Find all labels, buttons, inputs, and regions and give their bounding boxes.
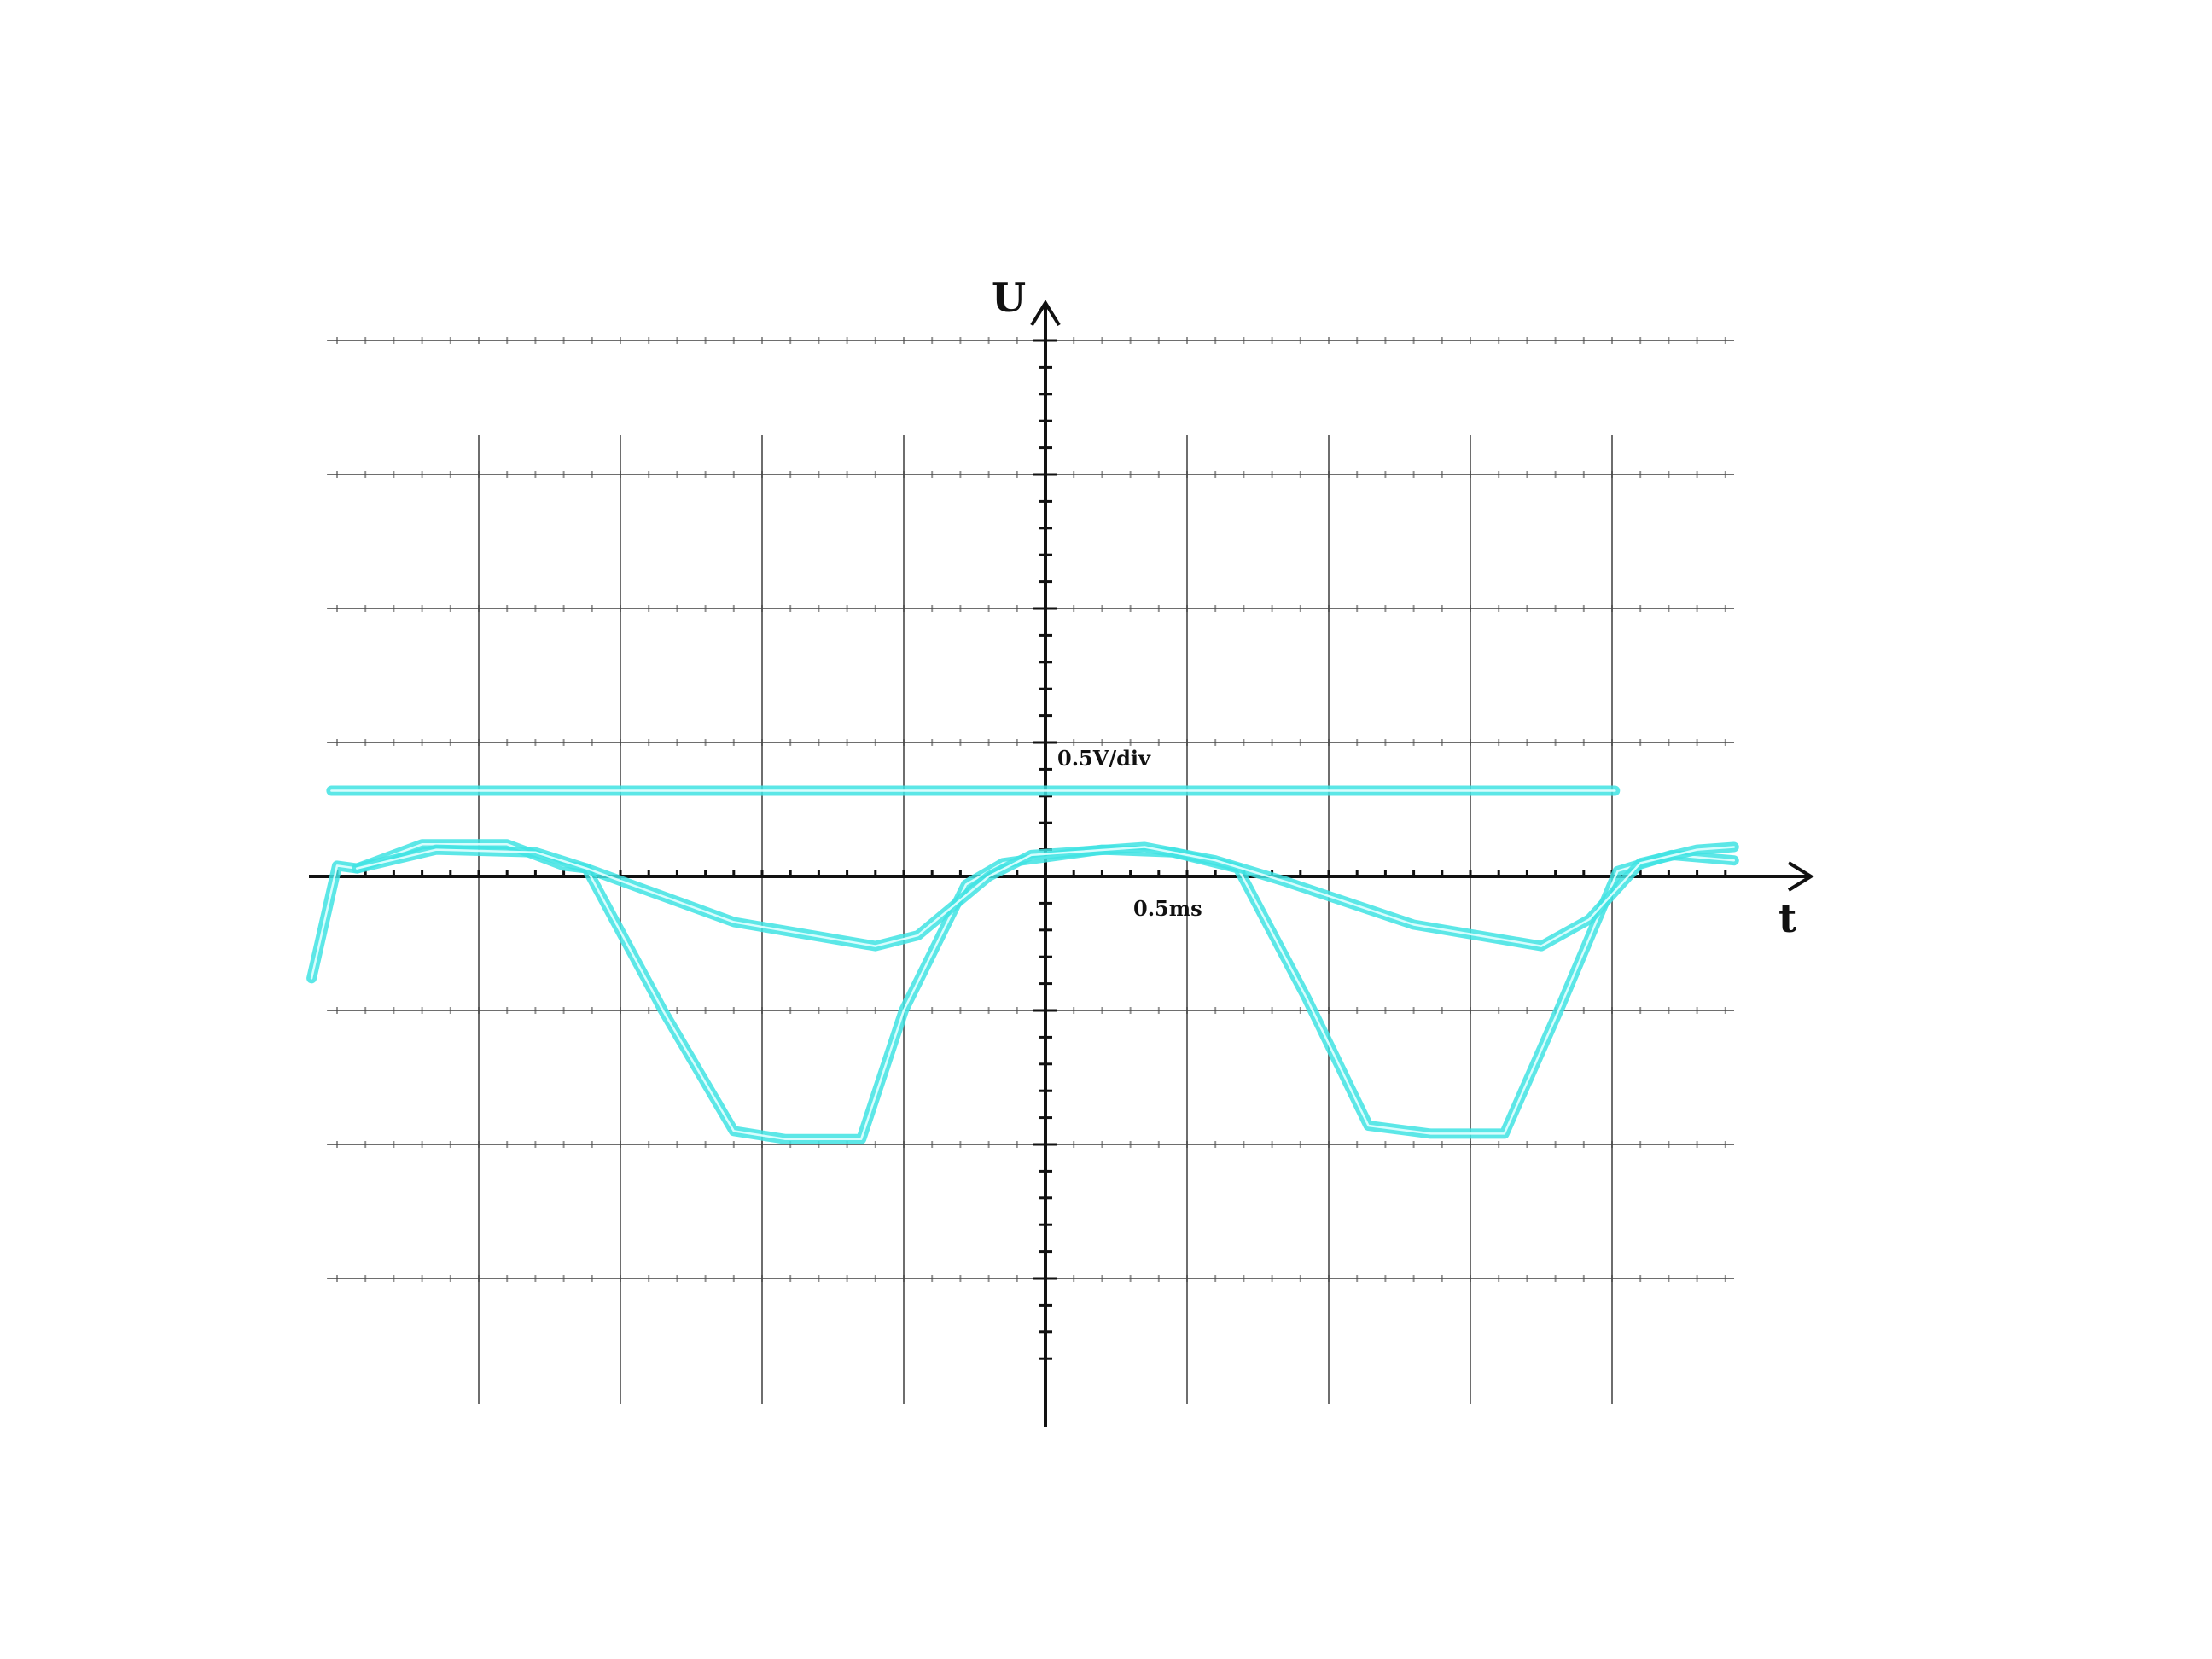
axes (309, 300, 1814, 1427)
time-scale-label: 0.5ms (1133, 896, 1202, 921)
voltage-scale-label: 0.5V/div (1057, 746, 1151, 771)
trace-output-core (310, 843, 1736, 1140)
y-axis-arrow (1030, 300, 1061, 327)
x-axis-label: t (1778, 895, 1797, 941)
y-axis-label: U (992, 275, 1026, 321)
series (306, 785, 1739, 1144)
x-axis-arrow (1787, 861, 1814, 892)
grid (327, 337, 1734, 1404)
trace-input-core (355, 846, 1736, 947)
